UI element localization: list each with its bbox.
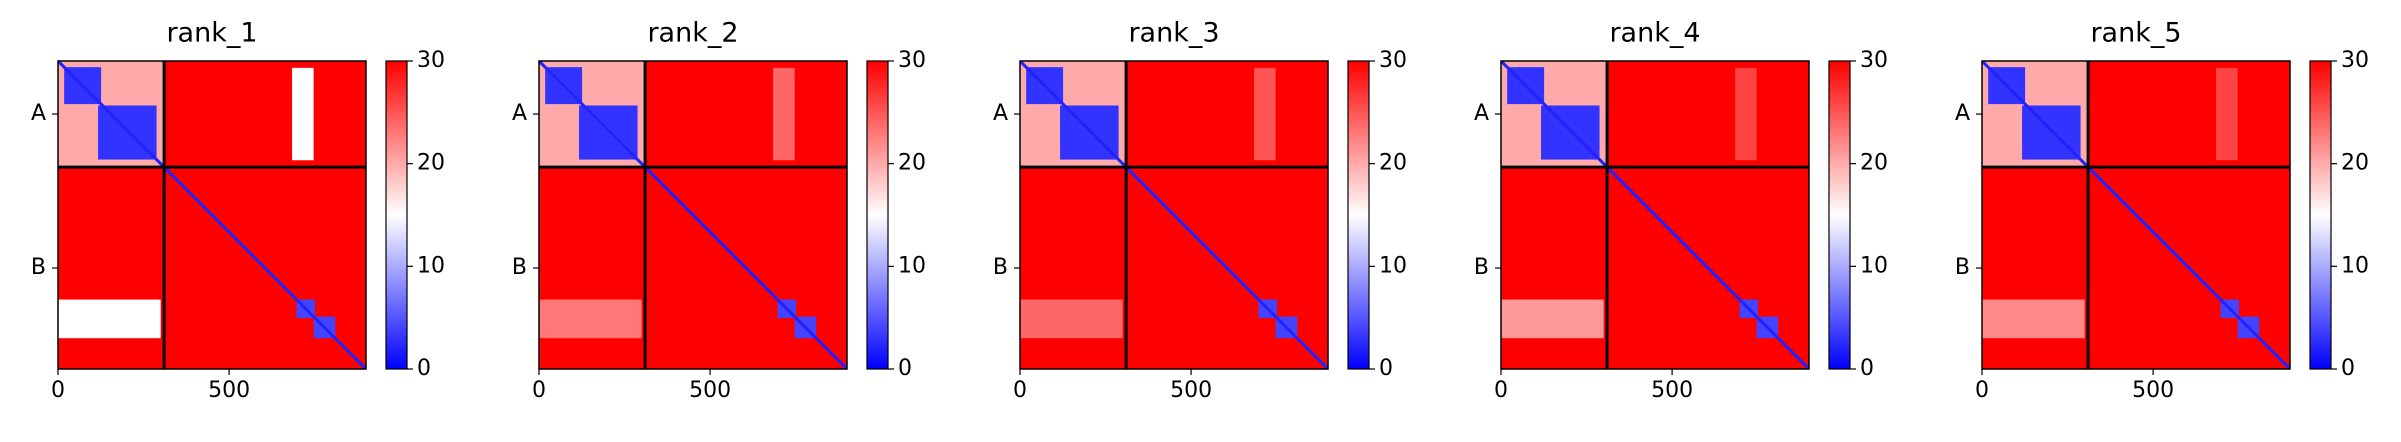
colorbar bbox=[1347, 60, 1370, 370]
y-tick-label: A bbox=[1474, 101, 1489, 126]
heatmap bbox=[58, 61, 366, 369]
colorbar-tick-label: 30 bbox=[1860, 48, 1888, 73]
colorbar-tick-label: 20 bbox=[417, 151, 445, 176]
colorbar bbox=[866, 60, 889, 370]
y-tick-label: A bbox=[1955, 101, 1970, 126]
colorbar-tick-label: 10 bbox=[1379, 253, 1407, 278]
diagonal bbox=[1501, 61, 1809, 369]
chart-title: rank_3 bbox=[1128, 18, 1219, 49]
heatmap bbox=[1020, 61, 1328, 369]
diagonal bbox=[1020, 61, 1328, 369]
axes-frame bbox=[57, 60, 367, 370]
diagonal bbox=[58, 61, 366, 369]
colorbar-tick-label: 10 bbox=[898, 253, 926, 278]
colorbar-tick-label: 30 bbox=[1379, 48, 1407, 73]
colorbar bbox=[385, 60, 408, 370]
colorbar-tick-label: 0 bbox=[2341, 356, 2355, 381]
colorbar-tick-label: 20 bbox=[898, 151, 926, 176]
colorbar-tick-label: 0 bbox=[898, 356, 912, 381]
heatmap-cell bbox=[1254, 67, 1276, 161]
heatmap-cell bbox=[1020, 299, 1123, 339]
colorbar-tick-label: 20 bbox=[1379, 151, 1407, 176]
y-tick-label: A bbox=[993, 101, 1008, 126]
diagonal bbox=[1982, 61, 2290, 369]
heatmap-cell bbox=[1501, 299, 1604, 339]
heatmap-cell bbox=[773, 67, 795, 161]
axes-frame bbox=[1019, 60, 1329, 370]
y-tick-label: A bbox=[512, 101, 527, 126]
x-tick-label: 500 bbox=[208, 378, 250, 403]
y-tick-label: B bbox=[993, 255, 1008, 280]
x-tick-label: 0 bbox=[51, 378, 65, 403]
colorbar-tick-label: 20 bbox=[1860, 151, 1888, 176]
colorbar-tick-label: 30 bbox=[2341, 48, 2369, 73]
axes-frame bbox=[1981, 60, 2291, 370]
chart-title: rank_1 bbox=[166, 18, 257, 49]
colorbar-tick-label: 20 bbox=[2341, 151, 2369, 176]
colorbar-tick-label: 30 bbox=[417, 48, 445, 73]
x-tick-label: 500 bbox=[2132, 378, 2174, 403]
y-tick-label: B bbox=[31, 255, 46, 280]
y-tick-label: A bbox=[31, 101, 46, 126]
x-tick-label: 500 bbox=[1651, 378, 1693, 403]
x-tick-label: 500 bbox=[1170, 378, 1212, 403]
heatmap-cell bbox=[292, 67, 314, 161]
y-tick-label: B bbox=[1955, 255, 1970, 280]
chart-title: rank_2 bbox=[647, 18, 738, 49]
x-tick-label: 0 bbox=[1013, 378, 1027, 403]
colorbar-tick-label: 0 bbox=[1379, 356, 1393, 381]
heatmap-cell bbox=[539, 299, 642, 339]
colorbar-tick-label: 0 bbox=[1860, 356, 1874, 381]
y-tick-label: B bbox=[1474, 255, 1489, 280]
colorbar-tick-label: 10 bbox=[417, 253, 445, 278]
colorbar bbox=[1828, 60, 1851, 370]
diagonal bbox=[539, 61, 847, 369]
chart-title: rank_4 bbox=[1609, 18, 1700, 49]
heatmap bbox=[1982, 61, 2290, 369]
heatmap-cell bbox=[1982, 299, 2085, 339]
axes-frame bbox=[1500, 60, 1810, 370]
x-tick-label: 500 bbox=[689, 378, 731, 403]
colorbar-tick-label: 0 bbox=[417, 356, 431, 381]
colorbar-tick-label: 30 bbox=[898, 48, 926, 73]
colorbar bbox=[2309, 60, 2332, 370]
colorbar-tick-label: 10 bbox=[1860, 253, 1888, 278]
x-tick-label: 0 bbox=[1975, 378, 1989, 403]
heatmap-cell bbox=[58, 299, 161, 339]
heatmap bbox=[539, 61, 847, 369]
heatmap bbox=[1501, 61, 1809, 369]
chart-title: rank_5 bbox=[2090, 18, 2181, 49]
x-tick-label: 0 bbox=[532, 378, 546, 403]
x-tick-label: 0 bbox=[1494, 378, 1508, 403]
colorbar-tick-label: 10 bbox=[2341, 253, 2369, 278]
heatmap-cell bbox=[2216, 67, 2238, 161]
heatmap-cell bbox=[1735, 67, 1757, 161]
axes-frame bbox=[538, 60, 848, 370]
y-tick-label: B bbox=[512, 255, 527, 280]
